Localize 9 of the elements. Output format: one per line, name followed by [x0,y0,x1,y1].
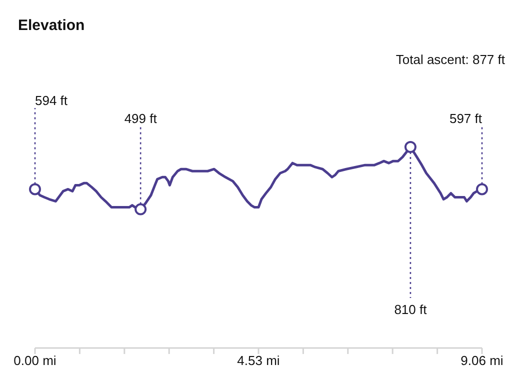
chart-title: Elevation [18,17,85,34]
text: Total ascent: 877 ft [396,52,505,67]
annotation: 597 ft [449,111,482,126]
x-tick-label: 4.53 mi [237,353,280,368]
annotation: 810 ft [394,302,428,317]
x-tick-label: 0.00 mi [14,353,56,368]
annotation: 594 ft [35,93,68,108]
x-tick-label: 9.06 mi [460,353,504,368]
annotation: 499 ft [124,111,158,126]
